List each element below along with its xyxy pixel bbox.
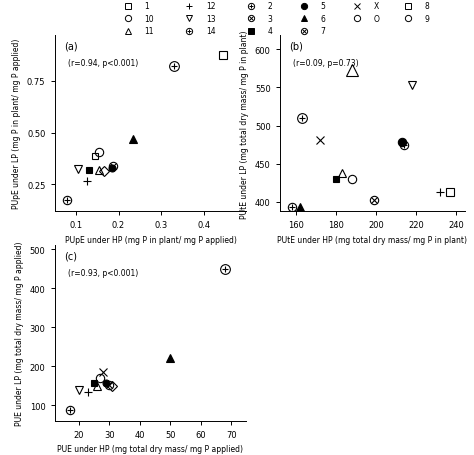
Text: 1: 1 — [145, 2, 149, 11]
Text: 2: 2 — [267, 2, 272, 11]
Text: (r=0.09, p=0.73): (r=0.09, p=0.73) — [292, 59, 358, 68]
Text: 9: 9 — [425, 15, 430, 24]
Text: (r=0.94, p<0.001): (r=0.94, p<0.001) — [68, 59, 138, 68]
X-axis label: PUE under HP (mg total dry mass/ mg P applied): PUE under HP (mg total dry mass/ mg P ap… — [57, 445, 244, 453]
Text: X: X — [374, 2, 379, 11]
Text: (a): (a) — [64, 42, 78, 51]
X-axis label: PUtE under HP (mg total dry mass/ mg P in plant): PUtE under HP (mg total dry mass/ mg P i… — [277, 235, 467, 244]
Y-axis label: PUtE under LP (mg total dry mass/ mg P in plant): PUtE under LP (mg total dry mass/ mg P i… — [240, 30, 249, 218]
Text: 10: 10 — [145, 15, 154, 24]
Text: (b): (b) — [289, 42, 303, 51]
Y-axis label: PUpE under LP (mg P in plant/ mg P applied): PUpE under LP (mg P in plant/ mg P appli… — [12, 39, 21, 209]
Text: (r=0.93, p<0.001): (r=0.93, p<0.001) — [68, 268, 138, 278]
Text: 5: 5 — [320, 2, 325, 11]
Text: 12: 12 — [206, 2, 216, 11]
Text: 3: 3 — [267, 15, 272, 24]
Text: 13: 13 — [206, 15, 216, 24]
Text: 8: 8 — [425, 2, 430, 11]
X-axis label: PUpE under HP (mg P in plant/ mg P applied): PUpE under HP (mg P in plant/ mg P appli… — [64, 235, 237, 244]
Text: 6: 6 — [320, 15, 325, 24]
Text: 11: 11 — [145, 27, 154, 36]
Text: O: O — [374, 15, 379, 24]
Y-axis label: PUE under LP (mg total dry mass/ mg P applied): PUE under LP (mg total dry mass/ mg P ap… — [15, 241, 24, 425]
Text: 7: 7 — [320, 27, 325, 36]
Text: 14: 14 — [206, 27, 216, 36]
Text: 4: 4 — [267, 27, 272, 36]
Text: (c): (c) — [64, 251, 77, 261]
